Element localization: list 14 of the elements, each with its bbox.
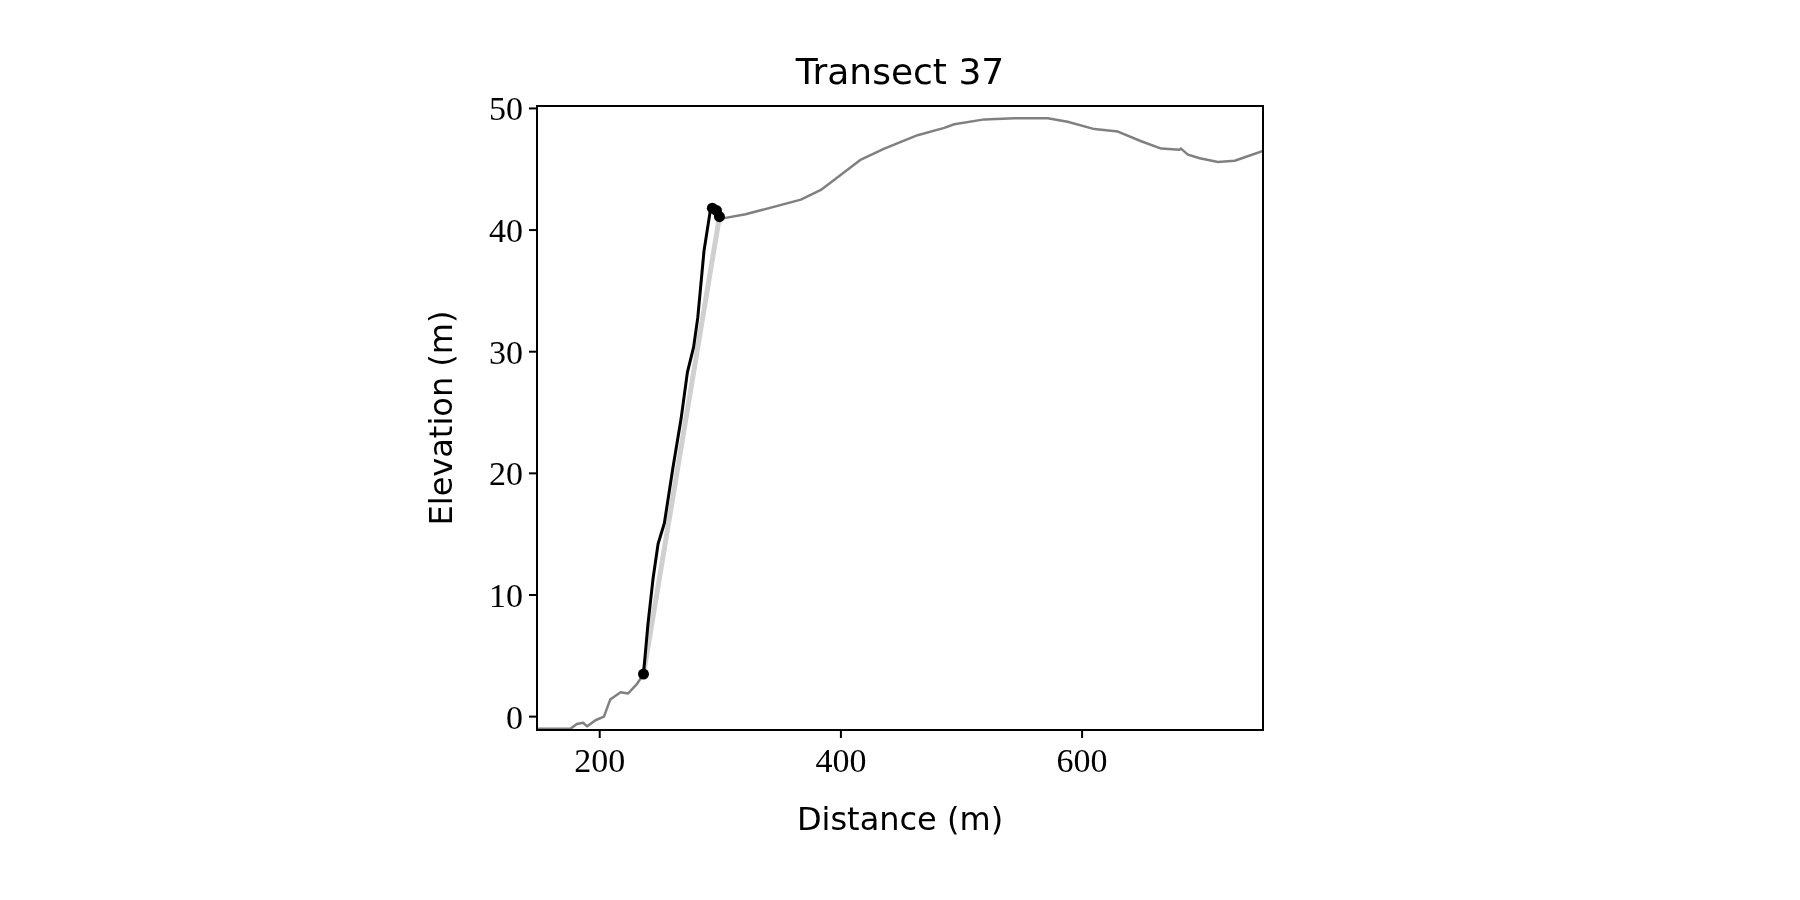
x-axis-title: Distance (m) (796, 800, 1004, 838)
y-tick-label: 30 (489, 333, 523, 371)
y-tick-label: 40 (489, 211, 523, 249)
point (713, 211, 725, 223)
chart-title: Transect 37 (794, 51, 1005, 92)
x-tick-label: 200 (574, 742, 626, 779)
point (637, 668, 649, 680)
y-tick-label: 10 (489, 576, 523, 614)
y-tick-label: 20 (489, 455, 523, 493)
x-tick-label: 400 (815, 742, 867, 779)
y-axis-title: Elevation (m) (422, 310, 460, 526)
x-tick-label: 600 (1056, 742, 1108, 779)
y-tick-label: 50 (489, 90, 523, 128)
y-tick-label: 0 (506, 698, 523, 736)
